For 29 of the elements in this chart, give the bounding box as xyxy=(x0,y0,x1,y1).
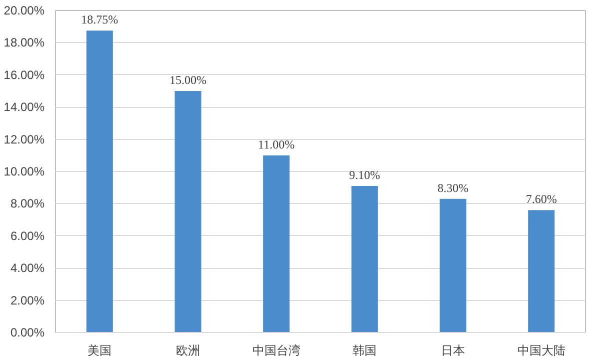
y-tick-label: 0.00% xyxy=(10,326,45,340)
bar xyxy=(440,198,466,332)
bar xyxy=(351,186,378,332)
bar xyxy=(528,210,555,332)
data-label: 15.00% xyxy=(170,73,206,87)
data-label: 18.75% xyxy=(81,12,118,27)
data-label: 8.30% xyxy=(438,180,468,195)
x-tick-label: 日本 xyxy=(441,344,465,358)
y-tick-label: 8.00% xyxy=(10,196,45,211)
bar xyxy=(86,30,113,332)
bar xyxy=(263,155,290,332)
data-label: 11.00% xyxy=(258,137,295,152)
x-tick-label: 美国 xyxy=(88,344,112,358)
y-tick-label: 16.00% xyxy=(4,68,45,82)
y-tick-label: 12.00% xyxy=(4,132,45,146)
y-tick-label: 4.00% xyxy=(10,261,45,276)
data-label: 7.60% xyxy=(526,192,557,206)
y-tick-label: 6.00% xyxy=(10,228,45,243)
x-tick-label: 韩国 xyxy=(352,344,377,358)
x-tick-label: 欧洲 xyxy=(176,344,200,358)
y-tick-label: 20.00% xyxy=(4,4,45,18)
x-tick-label: 中国大陆 xyxy=(517,344,566,358)
data-label: 9.10% xyxy=(349,168,380,182)
y-tick-label: 10.00% xyxy=(4,164,45,178)
y-tick-label: 2.00% xyxy=(10,293,45,308)
y-tick-label: 18.00% xyxy=(4,36,45,50)
bar xyxy=(174,91,202,332)
x-tick-label: 中国台湾 xyxy=(252,344,300,358)
y-tick-label: 14.00% xyxy=(4,100,45,114)
